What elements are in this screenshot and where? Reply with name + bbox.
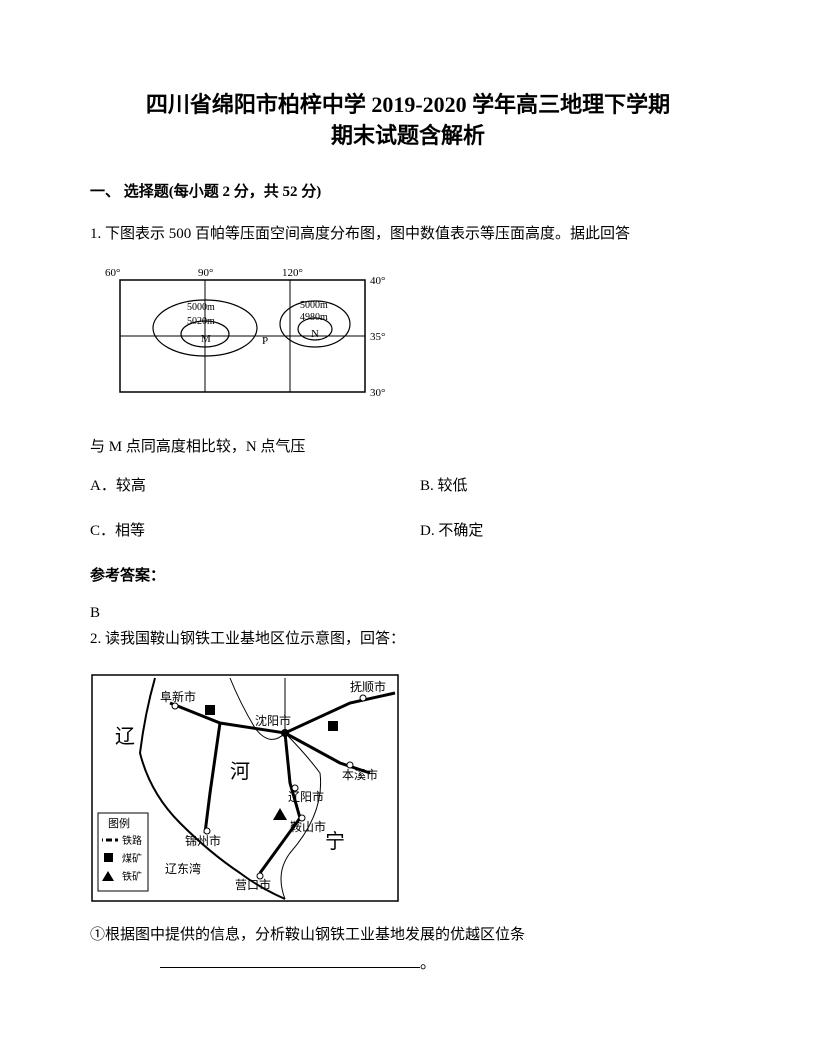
page-title: 四川省绵阳市柏梓中学 2019-2020 学年高三地理下学期 期末试题含解析 [90, 90, 726, 152]
legend-coal: 煤矿 [122, 852, 142, 865]
q2-text: 2. 读我国鞍山钢铁工业基地区位示意图，回答： [90, 626, 726, 653]
answer-label: 参考答案： [90, 564, 726, 585]
lon-90: 90° [198, 267, 213, 279]
city-jinzhou: 锦州市 [185, 833, 221, 848]
blank-period: 。 [420, 955, 436, 972]
city-fushun: 抚顺市 [350, 679, 386, 694]
q1-options-row-2: C．相等 D. 不确定 [90, 519, 726, 540]
city-anshan: 鞍山市 [290, 819, 326, 834]
n-inner: 4980m [300, 312, 328, 323]
city-shenyang: 沈阳市 [255, 713, 291, 728]
city-yingkou: 营口市 [235, 877, 271, 892]
q1-options-row-1: A．较高 B. 较低 [90, 474, 726, 495]
option-d: D. 不确定 [420, 519, 726, 540]
section-header: 一、 选择题(每小题 2 分，共 52 分) [90, 180, 726, 201]
option-b: B. 较低 [420, 474, 726, 495]
region-ning: 宁 [325, 830, 345, 853]
n-outer: 5000m [300, 300, 328, 311]
title-line-2: 期末试题含解析 [90, 121, 726, 152]
lon-120: 120° [282, 267, 303, 279]
blank-line [160, 952, 420, 968]
q2-subq-text: ①根据图中提供的信息，分析鞍山钢铁工业基地发展的优越区位条 [90, 927, 525, 943]
lat-40: 40° [370, 275, 385, 287]
m-label: M [201, 333, 211, 345]
q1-diagram-container: 60° 90° 120° 40° 35° 30° 5000m 5020m M P… [90, 262, 726, 417]
blank-line-container: 。 [90, 949, 726, 973]
title-line-1: 四川省绵阳市柏梓中学 2019-2020 学年高三地理下学期 [90, 90, 726, 121]
lat-30: 30° [370, 387, 385, 399]
city-benxi: 本溪市 [342, 767, 378, 782]
region-he: 河 [230, 760, 250, 783]
legend-railway: 铁路 [122, 834, 142, 847]
legend-title: 图例 [108, 816, 130, 830]
p-label: P [262, 335, 268, 347]
q1-comparison: 与 M 点同高度相比较，N 点气压 [90, 435, 726, 456]
option-a: A．较高 [90, 474, 420, 495]
n-label: N [311, 328, 319, 340]
city-fuxin: 阜新市 [160, 689, 196, 704]
lon-60: 60° [105, 267, 120, 279]
region-liao: 辽 [115, 725, 135, 748]
lat-35: 35° [370, 331, 385, 343]
answer-value: B [90, 605, 726, 622]
city-liaoyang: 辽阳市 [288, 789, 324, 804]
option-c: C．相等 [90, 519, 420, 540]
q1-text: 1. 下图表示 500 百帕等压面空间高度分布图，图中数值表示等压面高度。据此回… [90, 221, 726, 248]
q1-diagram: 60° 90° 120° 40° 35° 30° 5000m 5020m M P… [90, 262, 390, 412]
q2-subq: ①根据图中提供的信息，分析鞍山钢铁工业基地发展的优越区位条 [90, 922, 726, 949]
m-outer: 5000m [187, 302, 215, 313]
region-bay: 辽东湾 [165, 861, 201, 876]
q2-diagram: 阜新市 沈阳市 抚顺市 本溪市 辽阳市 鞍山市 锦州市 营口市 辽 河 宁 辽东… [90, 673, 400, 903]
m-inner: 5020m [187, 316, 215, 327]
legend-iron: 铁矿 [122, 870, 142, 883]
